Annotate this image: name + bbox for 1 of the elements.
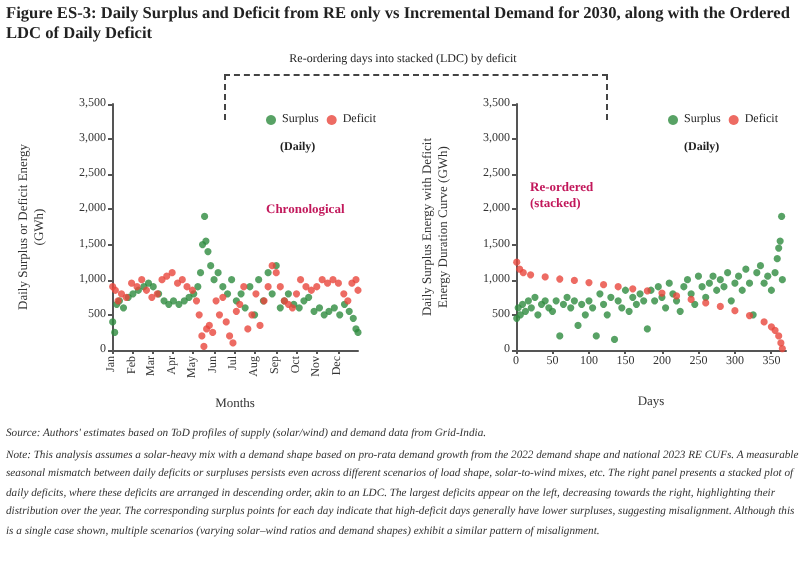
text: Figure ES-3: Daily Surplus and Deficit from RE only vs Incremental Demand for 2030, along with the Ordered LDC of Daily Deficit [6,4,792,44]
